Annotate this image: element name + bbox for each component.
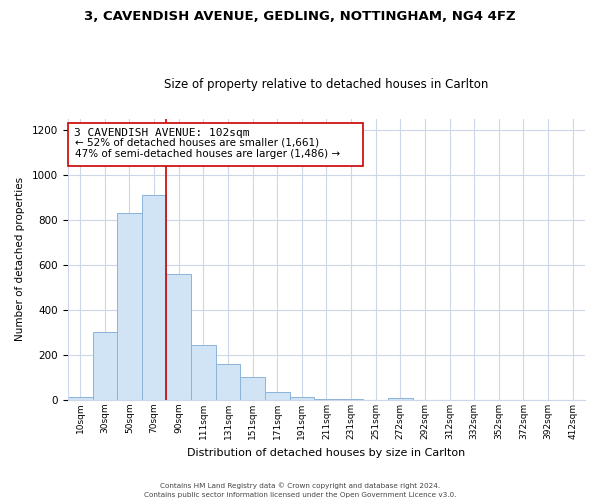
Bar <box>191 345 215 400</box>
Title: Size of property relative to detached houses in Carlton: Size of property relative to detached ho… <box>164 78 488 91</box>
Bar <box>142 195 166 400</box>
Bar <box>314 399 339 400</box>
Bar <box>265 392 290 400</box>
Bar <box>117 213 142 400</box>
Bar <box>388 398 413 400</box>
Text: ← 52% of detached houses are smaller (1,661): ← 52% of detached houses are smaller (1,… <box>76 138 319 147</box>
Bar <box>240 378 265 400</box>
Text: Contains HM Land Registry data © Crown copyright and database right 2024.: Contains HM Land Registry data © Crown c… <box>160 482 440 489</box>
Text: Contains public sector information licensed under the Open Government Licence v3: Contains public sector information licen… <box>144 492 456 498</box>
Bar <box>92 332 117 400</box>
Bar <box>68 123 364 166</box>
X-axis label: Distribution of detached houses by size in Carlton: Distribution of detached houses by size … <box>187 448 466 458</box>
Bar <box>166 274 191 400</box>
Text: 3 CAVENDISH AVENUE: 102sqm: 3 CAVENDISH AVENUE: 102sqm <box>74 128 249 138</box>
Y-axis label: Number of detached properties: Number of detached properties <box>15 177 25 342</box>
Bar <box>68 396 92 400</box>
Bar <box>290 396 314 400</box>
Text: 47% of semi-detached houses are larger (1,486) →: 47% of semi-detached houses are larger (… <box>76 149 340 159</box>
Bar <box>215 364 240 400</box>
Text: 3, CAVENDISH AVENUE, GEDLING, NOTTINGHAM, NG4 4FZ: 3, CAVENDISH AVENUE, GEDLING, NOTTINGHAM… <box>84 10 516 23</box>
